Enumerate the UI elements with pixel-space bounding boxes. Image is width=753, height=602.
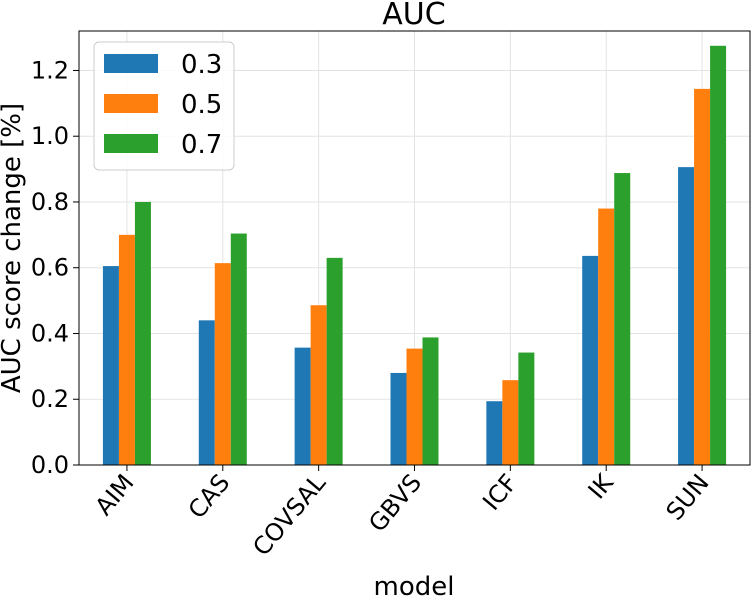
bar-cas-0.7 [230,233,247,465]
x-tick-label: CAS [183,469,236,524]
x-tick-label: AIM [90,469,140,521]
y-tick-label: 0.4 [31,319,69,347]
bar-gbvs-0.7 [422,337,439,465]
bar-cas-0.3 [198,320,215,465]
y-tick-label: 0.6 [31,254,69,282]
x-tick-label: GBVS [363,469,427,538]
bar-ik-0.7 [614,173,631,465]
bar-icf-0.7 [518,352,535,465]
chart-title: AUC [382,0,445,32]
bar-ik-0.5 [598,208,615,465]
legend-label: 0.5 [181,90,222,120]
y-tick-label: 1.0 [31,122,69,150]
legend-label: 0.3 [181,50,222,80]
legend-swatch-0.7 [104,134,158,153]
bar-cas-0.5 [214,263,231,465]
legend-swatch-0.3 [104,54,158,73]
bar-gbvs-0.3 [390,372,407,465]
bar-aim-0.7 [134,201,151,465]
y-axis: 0.0 0.2 0.4 0.6 0.8 1.0 1.2 [31,56,79,479]
legend-label: 0.7 [181,130,222,160]
bar-covsal-0.3 [294,347,311,465]
y-tick-label: 1.2 [31,56,69,84]
bar-sun-0.3 [678,167,695,466]
x-axis-label: model [374,572,455,602]
x-tick-label: ICF [477,469,523,516]
bar-sun-0.7 [710,45,727,465]
bar-ik-0.3 [582,255,599,465]
bar-aim-0.5 [118,234,135,465]
bar-gbvs-0.5 [406,348,423,465]
bar-covsal-0.7 [326,257,343,465]
bar-icf-0.5 [502,380,519,465]
bar-aim-0.3 [102,266,119,465]
y-tick-label: 0.8 [31,188,69,216]
legend: 0.3 0.5 0.7 [93,41,235,171]
x-tick-label: IK [583,468,620,504]
x-tick-label: SUN [661,469,715,526]
y-axis-label: AUC score change [%] [0,103,27,393]
y-tick-label: 0.2 [31,385,69,413]
x-tick-label: COVSAL [247,468,331,561]
bar-covsal-0.5 [310,305,327,465]
y-tick-label: 0.0 [31,451,69,479]
x-axis: AIM CAS COVSAL GBVS ICF IK SUN [90,465,715,561]
bar-sun-0.5 [694,88,711,465]
legend-swatch-0.5 [104,94,158,113]
bar-icf-0.3 [486,401,503,465]
bars [102,45,727,466]
